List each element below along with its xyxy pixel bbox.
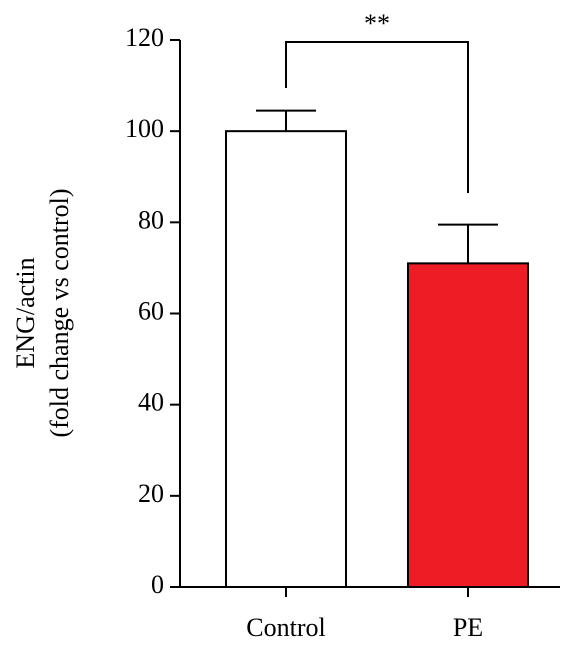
y-tick-label: 40 (138, 388, 164, 417)
x-tick-label: Control (246, 613, 325, 642)
y-axis-label: (fold change vs control) (45, 188, 74, 437)
y-tick-label: 0 (151, 570, 164, 599)
x-tick-label: PE (453, 613, 483, 642)
y-tick-label: 20 (138, 479, 164, 508)
bar (407, 262, 529, 588)
y-tick-label: 60 (138, 296, 164, 325)
y-tick-label: 100 (125, 114, 164, 143)
bar (225, 130, 347, 589)
y-axis-label: ENG/actin (11, 257, 40, 368)
significance-bracket (285, 41, 469, 193)
y-tick-label: 120 (125, 23, 164, 52)
significance-label: ** (364, 9, 390, 38)
y-tick-label: 80 (138, 205, 164, 234)
